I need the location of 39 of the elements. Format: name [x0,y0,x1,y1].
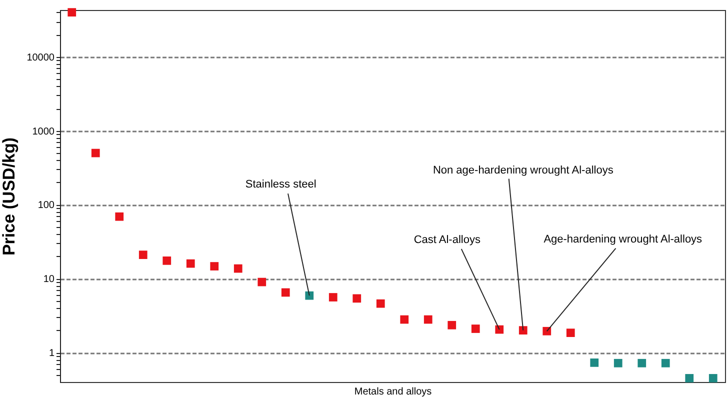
point [590,358,599,367]
point [495,325,504,334]
y-tick-label: 1 [48,348,55,360]
point [328,293,338,302]
y-tick-label: 10000 [26,52,55,64]
point [518,326,528,335]
annotation: Non age-hardening wrought Al-alloys [432,164,614,177]
point [566,328,575,338]
point [234,264,242,273]
point [91,148,100,158]
point [448,320,456,330]
x-axis-title: Metals and alloys [354,386,432,398]
point [68,8,76,17]
annotation: Cast Al-alloys [414,234,481,246]
point [162,256,172,265]
point [471,324,480,333]
point [352,294,362,303]
point [186,259,195,268]
y-tick-label: 10 [43,274,55,286]
point [258,278,266,286]
point [424,315,432,324]
point [305,291,314,300]
y-axis-title: Price (USD/kg) [0,137,19,256]
point [281,288,290,297]
y-tick-label: 100 [38,200,55,212]
annotation: Stainless steel [245,178,316,191]
point [210,262,219,270]
point [376,299,385,308]
point [542,326,552,336]
point [685,374,694,382]
point [708,374,718,382]
point [661,358,670,368]
point [138,250,148,260]
point [638,358,646,368]
point [614,358,622,368]
point [115,212,124,221]
point [400,315,409,324]
annotation: Age-hardening wrought Al-alloys [544,233,703,246]
y-tick-label: 1000 [32,126,55,138]
